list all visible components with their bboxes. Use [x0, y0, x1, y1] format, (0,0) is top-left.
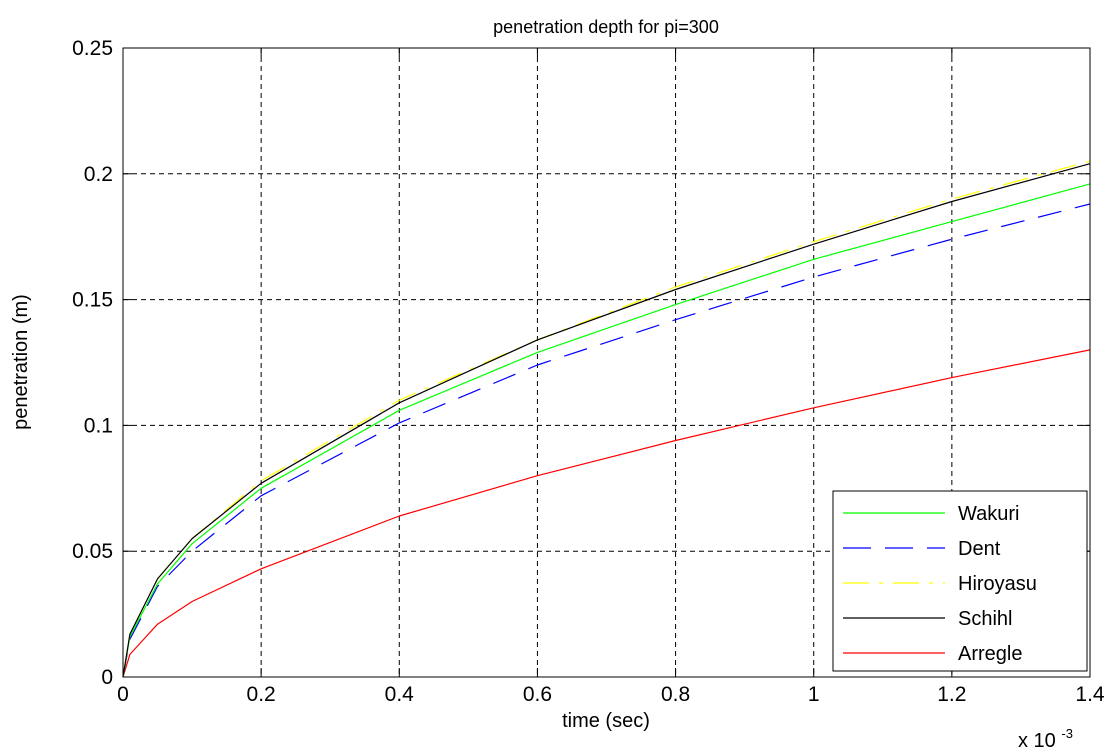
series-line-hiroyasu: [122, 160, 1091, 678]
y-tick-label: 0.1: [84, 414, 113, 437]
x-tick-label: 0.2: [247, 683, 276, 706]
x-tick-label: 1.4: [1075, 683, 1105, 706]
x-tick-label: 1.2: [937, 683, 966, 706]
x-tick-label: 0.6: [523, 683, 552, 706]
x-tick-label: 0.4: [385, 683, 415, 706]
x-tick-label: 0.8: [661, 683, 690, 706]
legend: Wakuri Dent Hiroyasu Schihl Arregle: [832, 490, 1088, 672]
x-tick-label: 1: [808, 683, 820, 706]
x-axis-multiplier-base: x 10: [1018, 730, 1056, 752]
legend-label-schihl: Schihl: [958, 608, 1012, 630]
y-tick-label: 0.05: [72, 540, 113, 563]
series-line-dent: [122, 203, 1091, 678]
x-tick-label: 0: [117, 683, 129, 706]
y-axis-label: penetration (m): [10, 294, 32, 430]
y-tick-label: 0.15: [72, 289, 113, 312]
x-axis-multiplier: x 10 -3: [1018, 726, 1073, 752]
legend-label-wakuri: Wakuri: [958, 503, 1019, 525]
series-lines: [122, 160, 1091, 678]
legend-label-dent: Dent: [958, 538, 1001, 560]
legend-label-hiroyasu: Hiroyasu: [958, 573, 1037, 595]
y-tick-label: 0.25: [72, 37, 113, 60]
legend-label-arregle: Arregle: [958, 643, 1022, 665]
axis-ticks: 0 0.2 0.4 0.6 0.8 1 1.2 1.4 0 0.05 0.1 0.15 0.2 0.25: [72, 37, 1105, 706]
y-tick-label: 0.2: [84, 163, 113, 186]
series-line-schihl: [122, 163, 1091, 678]
y-tick-label: 0: [101, 666, 113, 689]
legend-box: [832, 490, 1088, 672]
series-line-wakuri: [122, 183, 1091, 678]
chart-title: penetration depth for pi=300: [493, 17, 719, 37]
series-line-arregle: [122, 349, 1091, 678]
plot-frame: [122, 47, 1091, 678]
x-axis-label: time (sec): [562, 710, 650, 732]
x-axis-multiplier-exponent: -3: [1061, 726, 1073, 741]
